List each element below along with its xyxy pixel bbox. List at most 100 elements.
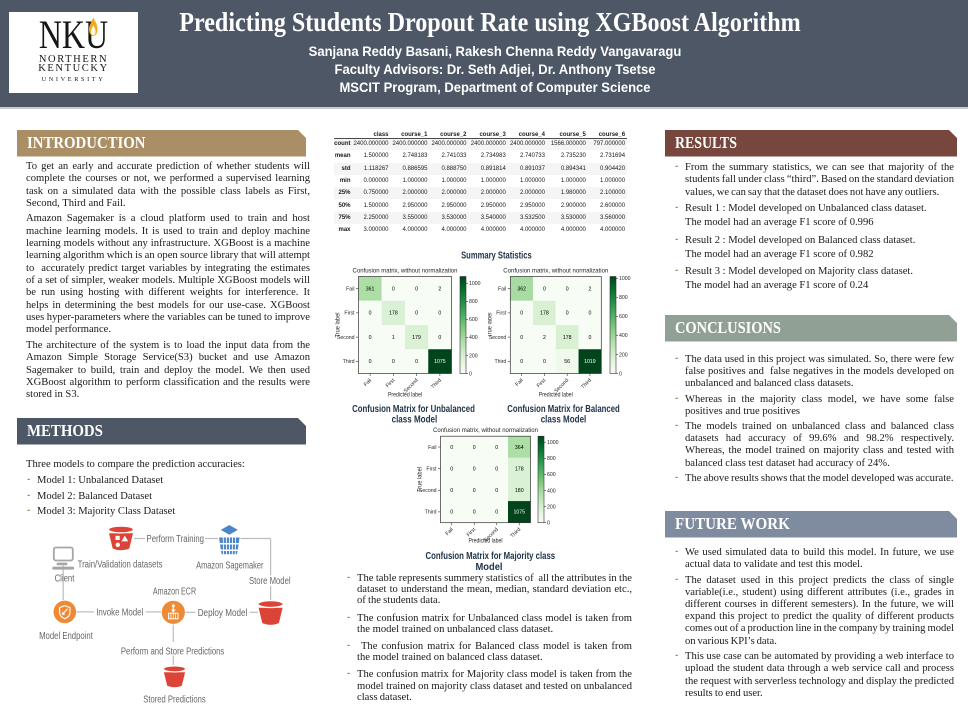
svg-text:0: 0 xyxy=(566,311,569,317)
svg-text:Second: Second xyxy=(419,488,437,494)
svg-text:56: 56 xyxy=(564,359,570,365)
svg-text:Third: Third xyxy=(425,510,437,516)
svg-text:0: 0 xyxy=(473,445,476,451)
svg-text:Fail: Fail xyxy=(445,527,455,537)
svg-text:Model Endpoint: Model Endpoint xyxy=(39,631,93,642)
svg-text:0: 0 xyxy=(619,371,622,377)
svg-text:0: 0 xyxy=(520,311,523,317)
svg-text:Client: Client xyxy=(55,574,75,585)
svg-text:600: 600 xyxy=(547,472,556,478)
svg-text:400: 400 xyxy=(547,488,556,494)
svg-text:Fail: Fail xyxy=(428,445,436,451)
svg-text:1075: 1075 xyxy=(513,510,525,516)
svg-text:True label: True label xyxy=(418,467,424,492)
svg-text:0: 0 xyxy=(495,466,498,472)
svg-text:0: 0 xyxy=(450,445,453,451)
svg-text:0: 0 xyxy=(415,359,418,365)
svg-text:0: 0 xyxy=(495,445,498,451)
svg-text:1000: 1000 xyxy=(547,440,559,446)
svg-text:True label: True label xyxy=(488,313,493,338)
svg-text:0: 0 xyxy=(369,311,372,317)
svg-text:Predicted label: Predicted label xyxy=(469,539,503,545)
svg-text:Third: Third xyxy=(343,359,355,365)
svg-text:2: 2 xyxy=(438,286,441,292)
svg-text:0: 0 xyxy=(543,359,546,365)
svg-text:Deploy Model: Deploy Model xyxy=(198,608,248,619)
svg-text:0: 0 xyxy=(438,311,441,317)
svg-text:178: 178 xyxy=(389,311,398,317)
svg-text:800: 800 xyxy=(547,456,556,462)
svg-text:0: 0 xyxy=(495,510,498,516)
svg-text:Third: Third xyxy=(430,378,443,391)
svg-text:Store Model: Store Model xyxy=(249,576,291,587)
svg-text:0: 0 xyxy=(415,286,418,292)
svg-text:True label: True label xyxy=(336,313,342,338)
svg-text:Third: Third xyxy=(510,527,523,540)
svg-text:362: 362 xyxy=(517,286,526,292)
svg-text:0: 0 xyxy=(588,311,591,317)
svg-text:Invoke Model: Invoke Model xyxy=(96,607,143,618)
svg-text:Confusion matrix, without norm: Confusion matrix, without normalization xyxy=(503,268,608,275)
svg-text:200: 200 xyxy=(547,504,556,510)
svg-text:Confusion Matrix for Balanced: Confusion Matrix for Balanced xyxy=(507,404,620,415)
svg-text:0: 0 xyxy=(369,335,372,341)
svg-text:0: 0 xyxy=(473,466,476,472)
svg-text:Confusion matrix, without norm: Confusion matrix, without normalization xyxy=(353,268,458,275)
svg-text:Third: Third xyxy=(580,378,593,391)
svg-text:1000: 1000 xyxy=(619,276,631,282)
svg-text:178: 178 xyxy=(515,466,524,472)
svg-text:Amazon Sagemaker: Amazon Sagemaker xyxy=(196,561,264,572)
svg-text:0: 0 xyxy=(392,359,395,365)
svg-text:Perform Training: Perform Training xyxy=(147,534,205,545)
svg-text:200: 200 xyxy=(619,352,628,358)
svg-text:0: 0 xyxy=(438,335,441,341)
svg-text:Fail: Fail xyxy=(498,286,506,292)
svg-text:Fail: Fail xyxy=(346,286,354,292)
svg-text:0: 0 xyxy=(469,371,472,377)
svg-text:0: 0 xyxy=(520,335,523,341)
svg-text:Second: Second xyxy=(489,335,507,341)
svg-text:0: 0 xyxy=(473,510,476,516)
svg-text:First: First xyxy=(426,466,437,472)
svg-text:0: 0 xyxy=(415,311,418,317)
svg-text:Third: Third xyxy=(494,359,506,365)
svg-text:First: First xyxy=(466,526,478,538)
svg-text:Confusion Matrix for Unbalance: Confusion Matrix for Unbalanced xyxy=(352,404,475,415)
svg-text:Confusion Matrix for Majority: Confusion Matrix for Majority class xyxy=(426,551,556,562)
svg-text:Fail: Fail xyxy=(363,378,373,388)
svg-text:0: 0 xyxy=(520,359,523,365)
svg-text:Stored Predictions: Stored Predictions xyxy=(143,695,205,706)
svg-text:Second: Second xyxy=(337,335,355,341)
svg-text:200: 200 xyxy=(469,353,478,359)
svg-text:0: 0 xyxy=(547,521,550,527)
svg-text:0: 0 xyxy=(588,335,591,341)
svg-text:600: 600 xyxy=(619,314,628,320)
svg-text:0: 0 xyxy=(543,286,546,292)
svg-text:600: 600 xyxy=(469,317,478,323)
svg-text:Amazon ECR: Amazon ECR xyxy=(153,586,196,597)
svg-text:Perform and Store Predictions: Perform and Store Predictions xyxy=(121,647,224,658)
svg-text:Predicted label: Predicted label xyxy=(539,393,573,399)
svg-text:0: 0 xyxy=(392,286,395,292)
svg-text:First: First xyxy=(496,311,507,317)
svg-text:364: 364 xyxy=(515,445,524,451)
svg-text:Confusion matrix, without norm: Confusion matrix, without normalization xyxy=(433,427,538,434)
svg-text:2: 2 xyxy=(588,286,591,292)
svg-text:1000: 1000 xyxy=(469,281,481,287)
svg-text:0: 0 xyxy=(450,488,453,494)
svg-text:First: First xyxy=(385,377,397,389)
svg-text:180: 180 xyxy=(515,488,524,494)
svg-text:Fail: Fail xyxy=(514,378,524,388)
svg-text:179: 179 xyxy=(412,335,421,341)
svg-text:1075: 1075 xyxy=(434,359,446,365)
svg-text:class Model: class Model xyxy=(541,415,587,426)
svg-text:0: 0 xyxy=(495,488,498,494)
svg-text:2: 2 xyxy=(543,335,546,341)
svg-text:First: First xyxy=(536,377,548,389)
svg-text:Summary Statistics: Summary Statistics xyxy=(461,251,532,262)
svg-text:1019: 1019 xyxy=(584,359,596,365)
svg-text:400: 400 xyxy=(619,333,628,339)
svg-text:0: 0 xyxy=(566,286,569,292)
svg-text:0: 0 xyxy=(473,488,476,494)
svg-text:Predicted label: Predicted label xyxy=(388,393,422,399)
